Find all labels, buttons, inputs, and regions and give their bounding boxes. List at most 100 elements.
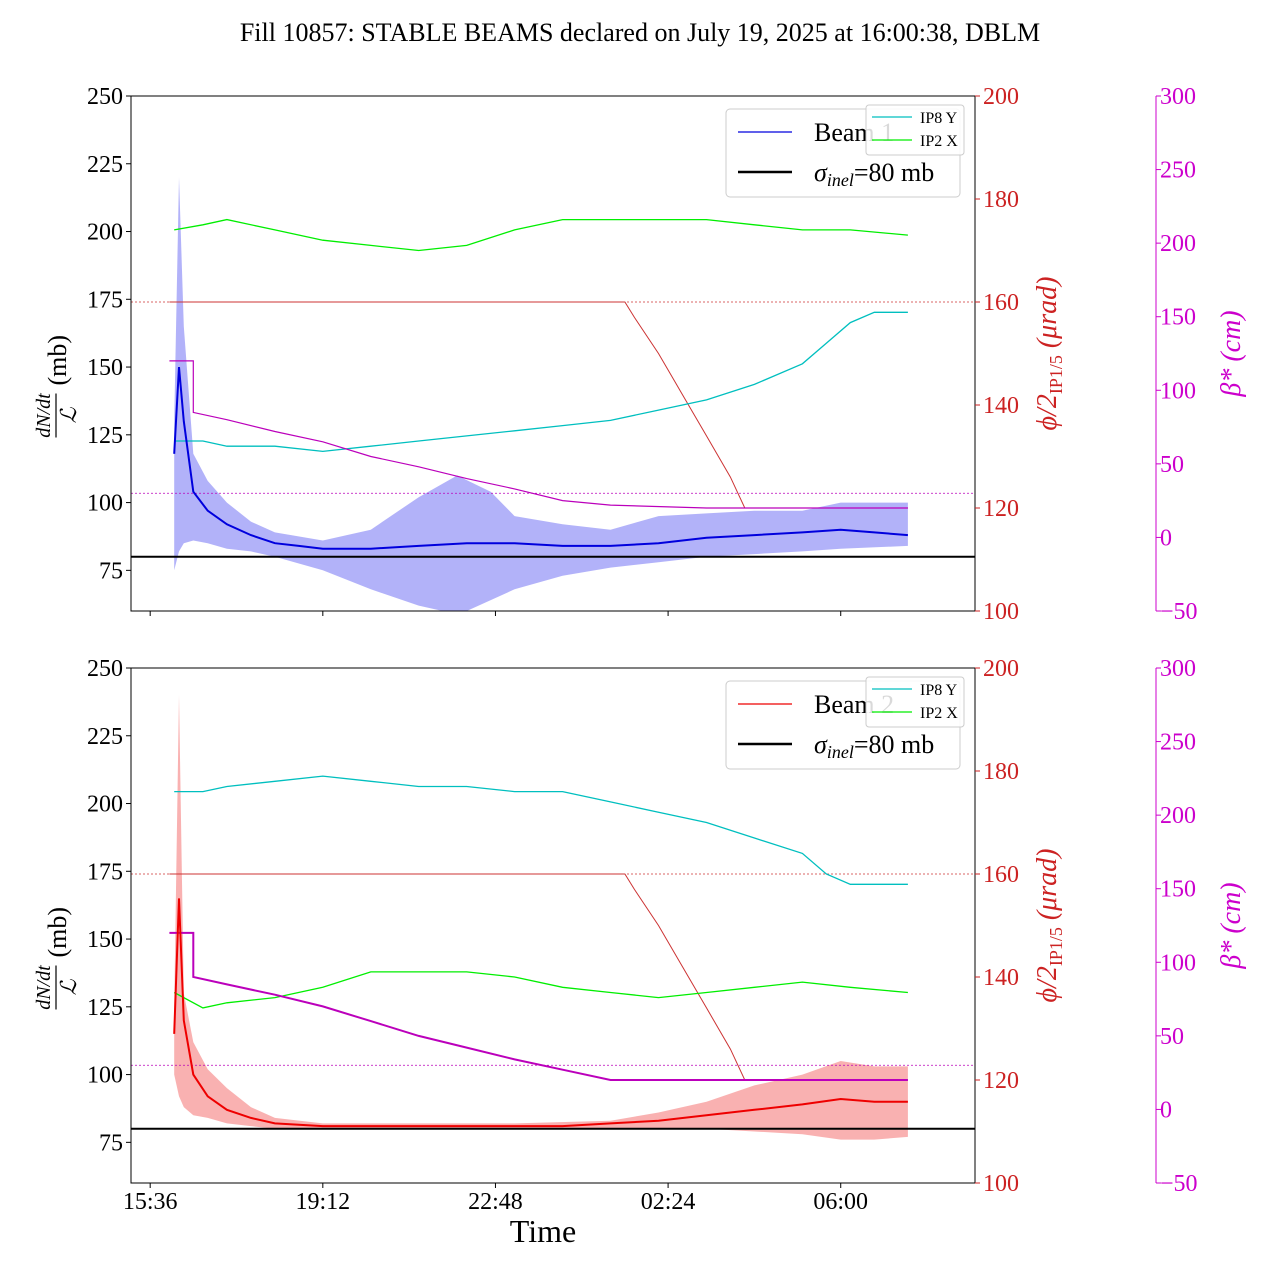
x-tick-label: 02:24 xyxy=(641,1189,696,1215)
y-tick-label: 125 xyxy=(87,423,123,449)
plot-frame xyxy=(130,95,976,612)
beta-tick-label: 100 xyxy=(1160,950,1196,976)
right-tick-label: 100 xyxy=(983,1171,1019,1197)
rate-mean-line xyxy=(173,367,908,550)
plot-area xyxy=(131,177,975,611)
y-tick-label: 150 xyxy=(87,355,123,381)
legend-sigma-label: σinel=80 mb xyxy=(814,158,934,190)
page-title: Fill 10857: STABLE BEAMS declared on Jul… xyxy=(239,18,1041,47)
beta-tick-label: −50 xyxy=(1160,1171,1198,1197)
crossing-angle-line xyxy=(169,301,908,509)
crossing-label-phi: ϕ/2 xyxy=(1032,394,1063,430)
crossing-axis-label: ϕ/2IP1/5 (μrad) xyxy=(1032,277,1066,431)
beta-tick-label: 200 xyxy=(1160,231,1196,257)
x-tick-label: 15:36 xyxy=(123,1189,178,1215)
y-tick-label: 200 xyxy=(87,220,123,246)
y-tick-label: 250 xyxy=(87,84,123,110)
legend-sigma-symbol: σ xyxy=(814,730,828,759)
small-legend-ip8y-label: IP8 Y xyxy=(920,110,958,127)
small-legend-ip8y-label: IP8 Y xyxy=(920,682,958,699)
rate-mean-line xyxy=(173,898,908,1128)
right-tick-label: 200 xyxy=(983,84,1019,110)
y-tick-label: 75 xyxy=(99,1130,123,1156)
right-tick-label: 180 xyxy=(983,187,1019,213)
beta-tick-label: −50 xyxy=(1160,599,1198,625)
beta-tick-label: 150 xyxy=(1160,877,1196,903)
beta-tick-label: 150 xyxy=(1160,305,1196,331)
y-tick-label: 150 xyxy=(87,927,123,953)
crossing-axis-label: ϕ/2IP1/5 (μrad) xyxy=(1032,849,1066,1003)
y-label-numerator: dN/dt xyxy=(33,965,55,1010)
ip8y-line xyxy=(174,311,908,453)
crossing-label-sub: IP1/5 xyxy=(1046,927,1066,966)
right-tick-label: 180 xyxy=(983,759,1019,785)
crossing-label-sub: IP1/5 xyxy=(1046,355,1066,394)
y-tick-label: 200 xyxy=(87,792,123,818)
x-tick-label: 22:48 xyxy=(468,1189,523,1215)
y-label-unit: (mb) xyxy=(43,907,72,958)
crossing-label-phi: ϕ/2 xyxy=(1032,966,1063,1002)
ip2x-line xyxy=(174,218,908,252)
right-tick-label: 100 xyxy=(983,599,1019,625)
right-tick-label: 120 xyxy=(983,1068,1019,1094)
y-tick-label: 100 xyxy=(87,1063,123,1089)
panel-2: 75 100 125 150 175 200 225 250 100 120 140 160 180 20… xyxy=(33,656,1247,1215)
beta-tick-label: 250 xyxy=(1160,730,1196,756)
right-tick-label: 140 xyxy=(983,393,1019,419)
plot-area xyxy=(131,695,975,1140)
crossing-label-unit: (μrad) xyxy=(1032,849,1063,928)
y-label-denominator: ℒ xyxy=(56,406,81,423)
beta-tick-label: 250 xyxy=(1160,158,1196,184)
crossing-label-unit: (μrad) xyxy=(1032,277,1063,356)
beta-axis-label-text: β* (cm) xyxy=(1216,310,1247,397)
beta-tick-label: 200 xyxy=(1160,803,1196,829)
y-tick-label: 175 xyxy=(87,859,123,885)
rate-band xyxy=(174,695,908,1140)
plot-frame xyxy=(130,667,976,1184)
y-tick-label: 225 xyxy=(87,152,123,178)
x-axis-label: Time xyxy=(510,1213,576,1249)
beta-tick-label: 0 xyxy=(1160,1097,1172,1123)
y-tick-label: 175 xyxy=(87,287,123,313)
beta-axis-label: β* (cm) xyxy=(1216,310,1247,397)
beta-tick-label: 100 xyxy=(1160,378,1196,404)
beta-tick-label: 50 xyxy=(1160,452,1184,478)
betastar-line xyxy=(169,931,908,1081)
y-tick-label: 75 xyxy=(99,558,123,584)
ip8y-line xyxy=(174,775,908,885)
panel-1: 75 100 125 150 175 200 225 250 100 120 140 160 180 20… xyxy=(33,84,1247,625)
crossing-axis-label-text: ϕ/2IP1/5 (μrad) xyxy=(1032,849,1066,1003)
beta-tick-label: 300 xyxy=(1160,84,1196,110)
y-axis-label: dN/dt ℒ (mb) xyxy=(33,907,81,1010)
small-legend-ip2x-label: IP2 X xyxy=(920,705,958,722)
y-tick-label: 125 xyxy=(87,995,123,1021)
ip2x-line xyxy=(173,971,908,1009)
legend-sigma-value: =80 mb xyxy=(854,730,934,759)
y-label-numerator: dN/dt xyxy=(33,393,55,438)
y-axis-label: dN/dt ℒ (mb) xyxy=(33,335,81,438)
legend-sigma-symbol: σ xyxy=(814,158,828,187)
beta-tick-label: 300 xyxy=(1160,656,1196,682)
right-tick-label: 200 xyxy=(983,656,1019,682)
betastar-line xyxy=(169,360,908,509)
y-tick-label: 250 xyxy=(87,656,123,682)
right-tick-label: 140 xyxy=(983,965,1019,991)
x-tick-label: 06:00 xyxy=(813,1189,868,1215)
x-tick-label: 19:12 xyxy=(295,1189,350,1215)
y-tick-label: 100 xyxy=(87,491,123,517)
y-label-denominator: ℒ xyxy=(56,978,81,995)
legend-sigma-subscript: inel xyxy=(827,742,854,762)
right-tick-label: 120 xyxy=(983,496,1019,522)
legend-sigma-value: =80 mb xyxy=(854,158,934,187)
y-tick-label: 225 xyxy=(87,724,123,750)
small-legend-ip2x-label: IP2 X xyxy=(920,133,958,150)
beta-tick-label: 0 xyxy=(1160,525,1172,551)
legend-sigma-subscript: inel xyxy=(827,170,854,190)
beta-axis-label: β* (cm) xyxy=(1216,882,1247,969)
legend-sigma-label: σinel=80 mb xyxy=(814,730,934,762)
right-tick-label: 160 xyxy=(983,290,1019,316)
right-tick-label: 160 xyxy=(983,862,1019,888)
beta-axis-label-text: β* (cm) xyxy=(1216,882,1247,969)
y-label-unit: (mb) xyxy=(43,335,72,386)
